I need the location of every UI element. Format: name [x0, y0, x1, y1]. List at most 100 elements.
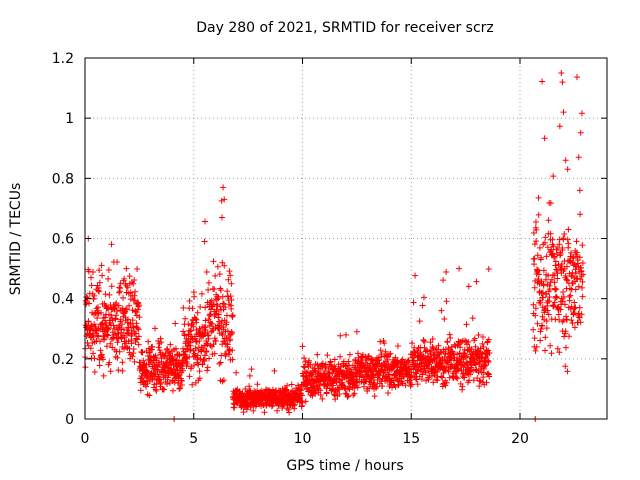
data-point [89, 268, 96, 275]
data-point [353, 328, 360, 335]
data-point [189, 381, 196, 388]
data-point [127, 289, 134, 296]
data-point [87, 326, 94, 333]
data-point [381, 340, 388, 347]
data-point [538, 290, 545, 297]
data-point [284, 382, 291, 389]
data-point [169, 387, 176, 394]
data-point [562, 363, 569, 370]
data-point [405, 359, 412, 366]
data-point [545, 311, 552, 318]
data-point [193, 316, 200, 323]
data-point [223, 312, 230, 319]
data-point [210, 341, 217, 348]
data-point [386, 351, 392, 358]
data-point [475, 332, 482, 339]
data-point [190, 323, 197, 330]
data-point [576, 304, 583, 311]
data-point [531, 255, 538, 262]
data-point [385, 371, 392, 378]
data-point [302, 398, 309, 405]
data-point [443, 298, 450, 305]
data-point [414, 381, 421, 388]
data-point [337, 353, 344, 360]
data-point [447, 334, 454, 341]
tick-labels: 0 5 10 15 20 0 0.2 0.4 0.6 0.8 1 1.2 [52, 51, 529, 447]
data-point [250, 407, 257, 414]
x-tick-label: 0 [81, 431, 90, 447]
data-point [566, 333, 573, 340]
data-point [456, 265, 463, 272]
data-point [114, 354, 121, 361]
data-point [117, 280, 124, 287]
data-point [442, 382, 449, 389]
data-point [419, 302, 426, 309]
data-point [469, 315, 476, 322]
data-point [217, 285, 224, 292]
data-point [408, 371, 415, 378]
data-point [444, 339, 451, 346]
data-point [444, 359, 451, 366]
data-point [442, 367, 449, 374]
data-point [459, 371, 466, 378]
data-point [99, 272, 106, 279]
data-point [229, 312, 236, 319]
data-point [135, 341, 142, 348]
data-point [572, 278, 579, 285]
data-point [579, 278, 586, 285]
data-point [556, 349, 563, 356]
data-point [218, 317, 225, 324]
data-point [562, 344, 569, 351]
data-point [576, 314, 583, 321]
data-point [123, 306, 130, 313]
data-point [305, 357, 312, 364]
data-point [404, 358, 411, 365]
data-point [136, 302, 143, 309]
data-point [215, 311, 222, 318]
data-point [378, 353, 385, 360]
data-point [114, 339, 121, 346]
data-point [96, 338, 103, 345]
x-axis-label: GPS time / hours [286, 458, 403, 474]
data-point [431, 372, 438, 379]
data-point [425, 376, 432, 383]
data-point [204, 364, 211, 371]
data-point [98, 309, 105, 316]
data-point [128, 337, 135, 344]
data-point [451, 341, 458, 348]
data-point [549, 250, 556, 257]
data-point [570, 255, 577, 262]
data-point [536, 244, 543, 251]
data-point [402, 382, 409, 389]
data-point [399, 380, 406, 387]
data-point [105, 275, 112, 282]
data-point [344, 393, 351, 400]
data-point [129, 317, 136, 324]
data-point [226, 351, 233, 358]
data-point [285, 406, 292, 413]
data-point [202, 317, 209, 324]
data-point [480, 374, 487, 381]
data-point [205, 316, 212, 323]
data-point [531, 261, 538, 268]
data-point [535, 211, 542, 218]
data-point [106, 291, 113, 298]
data-point [371, 374, 378, 381]
data-point [227, 272, 234, 279]
data-point [135, 326, 142, 333]
data-point [373, 383, 380, 390]
data-point [532, 218, 539, 225]
data-point [206, 355, 213, 362]
data-point [343, 331, 350, 338]
data-point [580, 271, 587, 278]
data-point [224, 328, 231, 335]
y-tick-label: 0 [65, 412, 74, 428]
data-point [416, 318, 423, 325]
data-point [91, 368, 98, 375]
data-point [305, 388, 312, 395]
data-point [557, 250, 564, 257]
y-tick-label: 0.2 [52, 352, 74, 368]
data-point [275, 402, 282, 409]
data-point [345, 393, 352, 400]
data-point [482, 362, 489, 369]
